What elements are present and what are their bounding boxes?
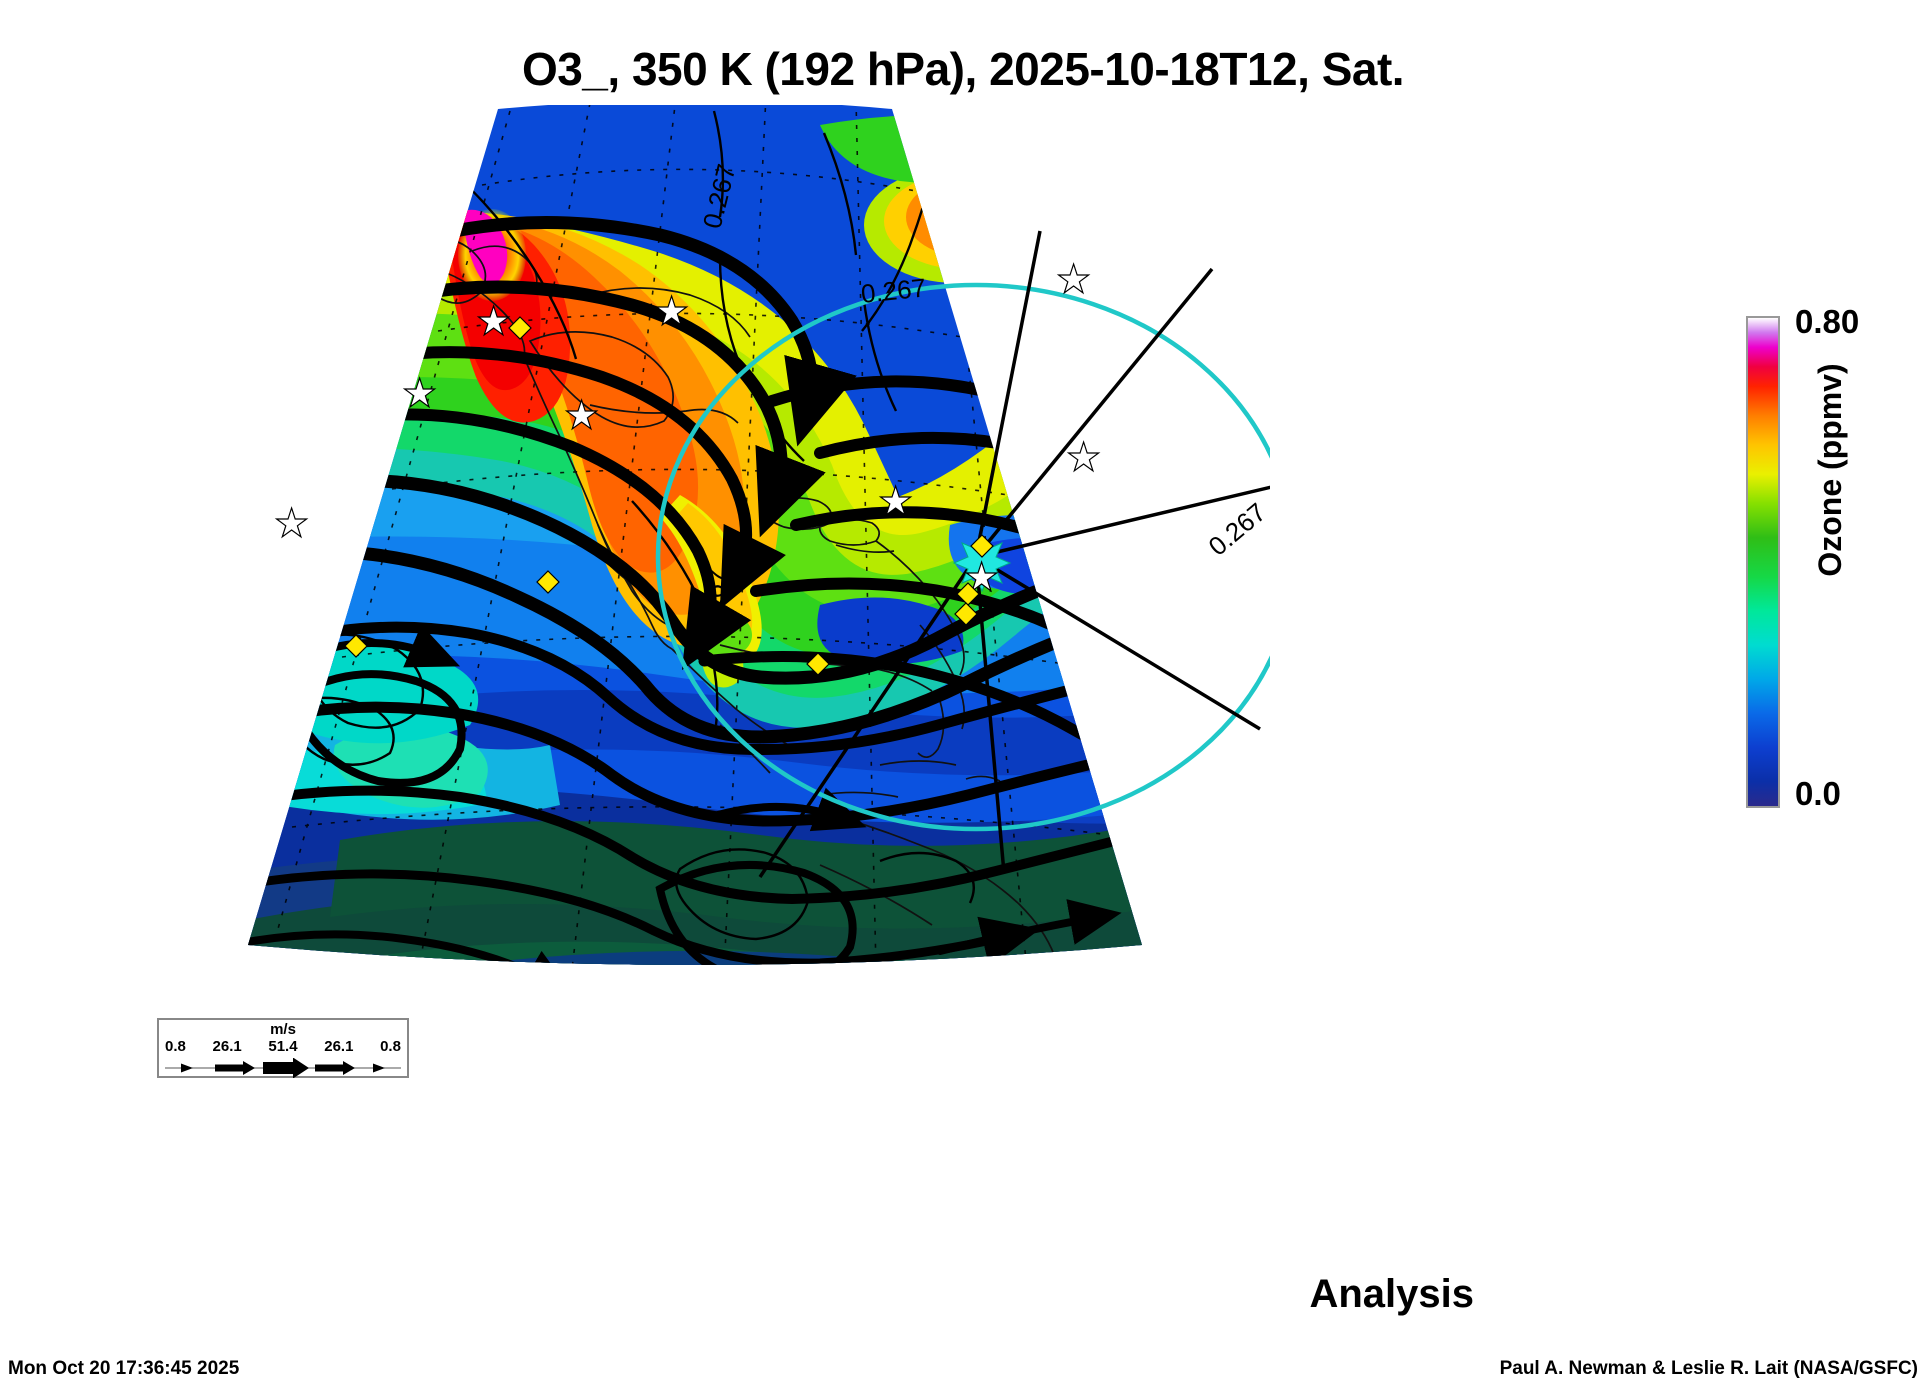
station-star[interactable] (274, 262, 1101, 593)
wind-tick-1: 26.1 (212, 1038, 242, 1055)
station-markers[interactable] (274, 262, 1101, 676)
wind-arrow-scale-icon (165, 1058, 401, 1078)
wind-tick-2: 51.4 (268, 1038, 298, 1055)
analysis-label: Analysis (1309, 1272, 1474, 1316)
author-credit: Paul A. Newman & Leslie R. Lait (NASA/GS… (1499, 1358, 1918, 1379)
colorbar-frame (1746, 316, 1780, 808)
wind-streamlines (248, 215, 1142, 965)
generated-timestamp: Mon Oct 20 17:36:45 2025 (8, 1358, 240, 1379)
range-circle (655, 282, 1270, 832)
page-title: O3_, 350 K (192 hPa), 2025-10-18T12, Sat… (521, 43, 1405, 95)
wind-tick-labels: 0.8 26.1 51.4 26.1 0.8 (165, 1038, 401, 1055)
wind-units-label: m/s (270, 1021, 296, 1038)
map-panel[interactable]: 0.267 0.267 0.267 0.267 (120, 105, 1270, 1005)
colorbar[interactable] (1746, 316, 1780, 808)
colorbar-max-label: 0.80 (1795, 303, 1860, 340)
contour-label: 0.267 (859, 272, 927, 309)
contour-label: 0.267 (1203, 497, 1270, 562)
wind-tick-4: 0.8 (380, 1038, 401, 1055)
wind-tick-0: 0.8 (165, 1038, 186, 1055)
wind-tick-3: 26.1 (324, 1038, 354, 1055)
ozone-map-svg[interactable]: 0.267 0.267 0.267 0.267 (120, 105, 1270, 1005)
station-diamond[interactable] (344, 316, 994, 676)
wind-speed-legend: m/s 0.8 26.1 51.4 26.1 0.8 (157, 1018, 409, 1078)
radial-tracks (758, 230, 1270, 878)
colorbar-min-label: 0.0 (1795, 775, 1841, 812)
colorbar-gradient (1748, 318, 1778, 806)
flight-radius-overlay (655, 230, 1270, 878)
colorbar-axis-title: Ozone (ppmv) (1812, 363, 1848, 577)
lat-lon-graticule (269, 105, 1142, 965)
